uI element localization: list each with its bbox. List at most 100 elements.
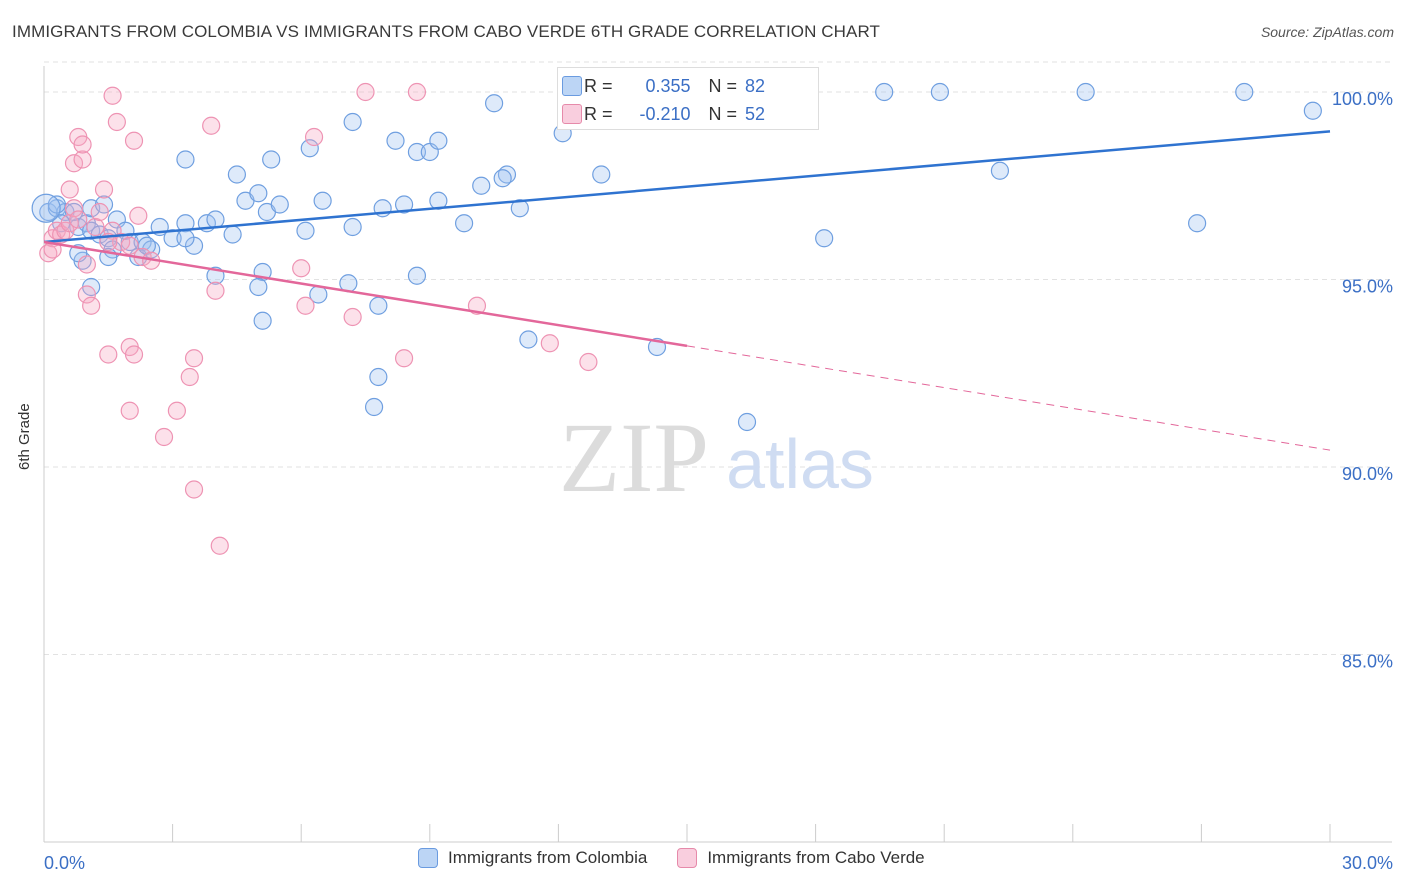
colombia-point	[592, 165, 611, 184]
source-credit: Source: ZipAtlas.com	[1260, 24, 1394, 40]
colombia-point	[176, 214, 195, 233]
colombia-point	[407, 142, 427, 162]
caboverde-point	[210, 536, 229, 555]
tick-labels: 85.0% 90.0% 95.0% 100.0% 0.0% 30.0%	[44, 89, 1393, 873]
colombia-point	[47, 195, 66, 214]
caboverde-point	[407, 82, 427, 102]
colombia-point	[519, 330, 538, 349]
colombia-point	[454, 214, 474, 233]
watermark: ZIP atlas	[559, 402, 874, 513]
colombia-point	[300, 139, 319, 158]
gridlines	[44, 61, 1392, 655]
caboverde-point	[206, 281, 225, 300]
colombia-point	[206, 210, 225, 229]
caboverde-point	[579, 352, 598, 372]
colombia-point	[1188, 214, 1207, 233]
stats-n-label: N =	[708, 103, 738, 124]
caboverde-point	[64, 199, 84, 218]
caboverde-point	[296, 296, 315, 315]
legend-item-caboverde[interactable]: Immigrants from Cabo Verde	[677, 848, 925, 868]
stats-swatch-colombia	[562, 76, 582, 96]
legend-swatch-caboverde	[677, 848, 698, 868]
caboverde-point	[82, 296, 101, 315]
caboverde-point	[120, 401, 139, 420]
colombia-point	[1235, 82, 1254, 102]
colombia-point	[249, 184, 268, 203]
stats-r-label: R =	[584, 103, 613, 124]
caboverde-point	[69, 210, 88, 229]
caboverde-point	[154, 427, 174, 447]
caboverde-point	[107, 112, 126, 132]
x-tick-label: 30.0%	[1342, 853, 1393, 873]
caboverde-point	[60, 180, 79, 199]
caboverde-point	[103, 86, 122, 105]
caboverde-point	[77, 285, 96, 304]
colombia-point	[510, 199, 529, 218]
stats-r-value: 0.355	[645, 75, 691, 96]
stats-box: R = 0.355 N = 82 R = -0.210 N = 52	[557, 67, 819, 130]
legend: Immigrants from Colombia Immigrants from…	[418, 848, 925, 868]
colombia-point	[253, 311, 272, 330]
y-tick-label: 90.0%	[1342, 464, 1393, 484]
caboverde-point	[129, 206, 148, 225]
colombia-point	[296, 221, 315, 240]
colombia-point	[737, 412, 757, 432]
colombia-point	[343, 217, 362, 237]
watermark-atlas: atlas	[726, 425, 874, 503]
caboverde-point	[304, 127, 324, 147]
stats-row-caboverde: R = -0.210 N = 52	[562, 102, 766, 126]
stats-swatch-caboverde	[562, 104, 582, 124]
caboverde-point	[99, 345, 118, 364]
y-tick-label: 85.0%	[1342, 652, 1393, 672]
caboverde-point	[94, 180, 114, 199]
stats-row-colombia: R = 0.355 N = 82	[562, 74, 766, 98]
legend-label-caboverde: Immigrants from Cabo Verde	[707, 848, 925, 867]
axes	[43, 66, 1392, 843]
caboverde-point	[292, 259, 311, 278]
caboverde-point	[124, 131, 144, 150]
caboverde-point	[120, 236, 139, 255]
colombia-point	[407, 266, 427, 285]
colombia-point	[227, 165, 246, 184]
colombia-point	[485, 94, 504, 113]
colombia-point	[31, 193, 61, 223]
trend-lines	[43, 130, 1331, 451]
x-tick-label: 0.0%	[44, 853, 85, 873]
colombia-point	[249, 277, 268, 297]
chart-title: IMMIGRANTS FROM COLOMBIA VS IMMIGRANTS F…	[12, 22, 881, 41]
caboverde-point	[73, 150, 92, 169]
colombia-point	[223, 225, 242, 244]
caboverde-trend-line	[43, 240, 688, 348]
colombia-point	[815, 229, 834, 248]
caboverde-point	[343, 307, 362, 327]
colombia-point	[930, 82, 950, 102]
stats-r-value: -0.210	[639, 103, 691, 124]
caboverde-point	[356, 82, 375, 102]
caboverde-point	[167, 401, 186, 420]
colombia-point	[364, 397, 384, 417]
legend-item-colombia[interactable]: Immigrants from Colombia	[418, 848, 647, 868]
y-tick-label: 95.0%	[1342, 277, 1393, 297]
colombia-point	[493, 169, 512, 188]
stats-r-label: R =	[584, 75, 613, 96]
legend-label-colombia: Immigrants from Colombia	[448, 848, 648, 867]
caboverde-point	[77, 255, 96, 274]
caboverde-point	[202, 116, 221, 135]
colombia-point	[369, 367, 388, 387]
caboverde-point	[184, 480, 204, 499]
caboverde-point	[86, 217, 105, 237]
caboverde-point	[540, 334, 559, 353]
data-points	[31, 82, 1322, 555]
stats-n-value: 52	[745, 103, 766, 124]
colombia-point	[394, 195, 414, 214]
colombia-point	[990, 161, 1010, 180]
colombia-point	[313, 191, 332, 210]
stats-n-value: 82	[745, 75, 766, 96]
colombia-trend-line	[43, 130, 1331, 244]
colombia-point	[262, 150, 281, 169]
colombia-point	[875, 82, 894, 102]
legend-swatch-colombia	[418, 848, 438, 868]
caboverde-point	[394, 349, 414, 368]
colombia-point	[472, 176, 491, 195]
